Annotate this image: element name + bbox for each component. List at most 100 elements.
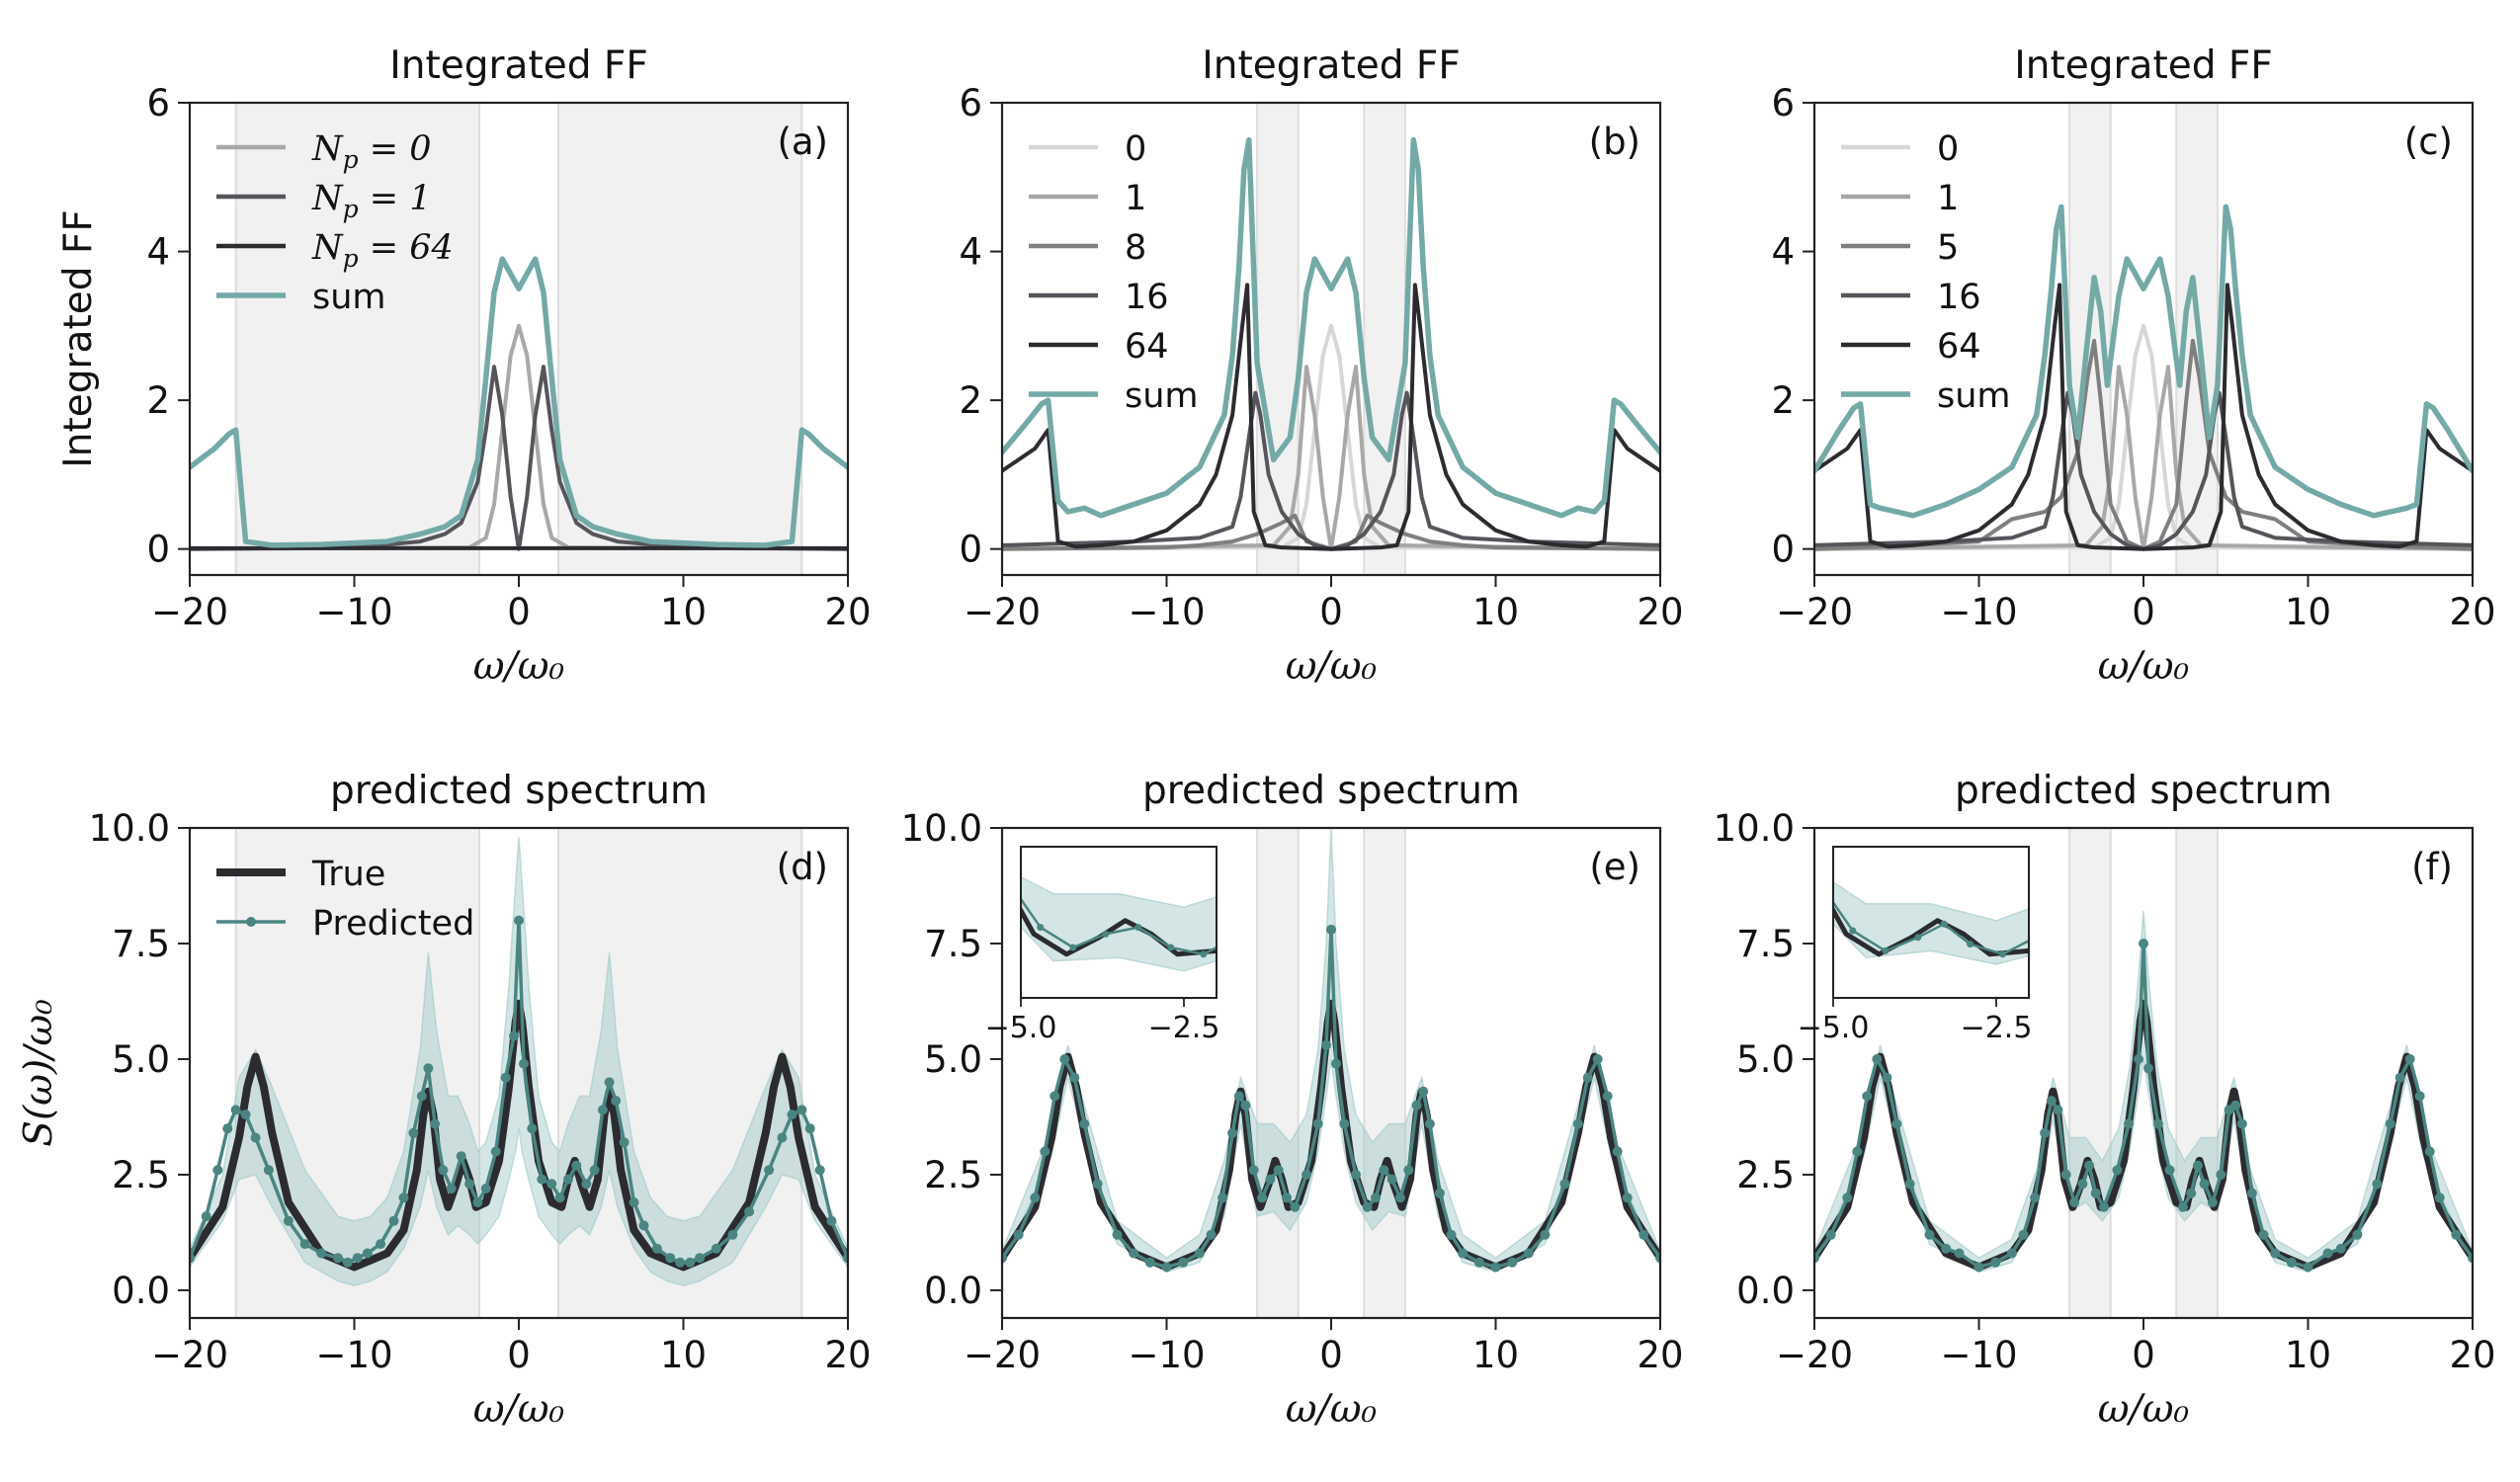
predicted-point — [500, 1072, 511, 1083]
inset: −5.0 −2.5 — [982, 760, 2470, 1045]
x-tick-label: 10 — [1472, 1334, 1519, 1376]
legend-label: True — [311, 855, 385, 894]
predicted-point — [1592, 1054, 1603, 1064]
shaded-region — [1364, 828, 1405, 1318]
predicted-point — [1891, 1118, 1902, 1129]
y-tick-label: 2 — [959, 379, 982, 422]
predicted-point — [2156, 760, 2163, 767]
inset: −5.0 −2.5 — [170, 846, 2485, 1045]
x-tick-label: 20 — [1637, 591, 1683, 633]
predicted-point — [514, 915, 524, 926]
predicted-point — [589, 1165, 600, 1176]
predicted-point — [283, 1215, 294, 1226]
x-tick-label: −20 — [1776, 591, 1853, 633]
predicted-point — [2434, 1193, 2445, 1203]
predicted-point — [2139, 939, 2148, 948]
predicted-point — [2246, 1188, 2257, 1198]
y-tick-label: 6 — [1771, 82, 1795, 124]
y-tick-label: 2.5 — [1736, 1154, 1795, 1196]
predicted-point — [1161, 1262, 1172, 1273]
predicted-point — [212, 1165, 223, 1176]
predicted-point — [446, 1184, 457, 1194]
predicted-point — [1585, 931, 1592, 938]
predicted-point — [170, 945, 177, 951]
predicted-point — [978, 870, 985, 877]
plot-area — [1002, 136, 1660, 551]
predicted-point — [764, 1165, 775, 1176]
predicted-point — [1553, 924, 1559, 931]
legend-label: 64 — [1937, 327, 1981, 367]
predicted-point — [2463, 928, 2470, 935]
x-tick-label: 20 — [2449, 1334, 2495, 1376]
panel-e: −20 −10 0 10 20 0.0 2.5 5.0 7.5 10.0 predicted spe… — [170, 769, 2485, 1432]
predicted-point — [1842, 1193, 1853, 1203]
predicted-point — [1206, 1229, 1217, 1240]
shaded-region — [235, 828, 480, 1318]
predicted-point — [1331, 1058, 1341, 1069]
predicted-point — [2053, 1105, 2063, 1115]
panel-c: −20 −10 0 10 20 0 2 4 6 Integrated FF ω/ω₀ (c) 0 1 5 16… — [1771, 43, 2495, 689]
y-tick-label: 0.0 — [924, 1270, 982, 1312]
predicted-point — [2178, 1201, 2188, 1212]
predicted-point — [190, 1253, 195, 1264]
predicted-point — [1200, 950, 1208, 958]
predicted-point — [1394, 1193, 1405, 1203]
y-tick-label: 5.0 — [112, 1038, 170, 1081]
predicted-point — [1680, 971, 1687, 978]
predicted-point — [416, 1091, 427, 1102]
panel-title: predicted spectrum — [1142, 769, 1520, 813]
predicted-point — [2430, 947, 2437, 954]
predicted-point — [2322, 1248, 2333, 1259]
inset-frame — [1020, 846, 1218, 999]
predicted-point — [2468, 1253, 2473, 1264]
predicted-point — [619, 1137, 630, 1148]
predicted-point — [1218, 1193, 1228, 1203]
predicted-point — [1569, 991, 1576, 998]
predicted-point — [342, 1257, 353, 1268]
predicted-point — [1816, 880, 1823, 887]
y-tick-label: 2.5 — [112, 1154, 170, 1196]
y-tick-label: 10.0 — [89, 807, 170, 850]
predicted-point — [1290, 1201, 1301, 1212]
predicted-point — [2345, 941, 2352, 947]
predicted-point — [2394, 1072, 2405, 1083]
legend-label: sum — [312, 278, 386, 317]
predicted-point — [1308, 971, 1315, 978]
predicted-point — [2478, 911, 2485, 918]
series-line-sum — [1814, 204, 2473, 519]
x-axis-label: ω/ω₀ — [2098, 644, 2190, 689]
predicted-point — [1257, 1193, 1268, 1203]
predicted-point — [1990, 1257, 2001, 1268]
predicted-point — [230, 1105, 241, 1115]
predicted-point — [423, 1063, 434, 1074]
series-line-16 — [1814, 390, 2473, 551]
predicted-point — [2030, 1193, 2041, 1203]
axes-frame — [1000, 101, 1662, 577]
predicted-point — [1954, 1248, 1965, 1259]
predicted-point — [1458, 1248, 1469, 1259]
legend-marker — [246, 917, 256, 927]
predicted-point — [826, 1215, 837, 1226]
predicted-point — [1425, 984, 1432, 991]
predicted-point — [1683, 877, 1690, 884]
series-line-0 — [1002, 323, 1660, 551]
predicted-point — [2335, 1243, 2346, 1254]
predicted-point — [1709, 866, 1716, 873]
predicted-point — [1618, 945, 1625, 951]
predicted-point — [1446, 1229, 1457, 1240]
predicted-point — [2143, 1063, 2153, 1074]
predicted-point — [1487, 950, 1494, 957]
predicted-point — [1941, 1243, 1952, 1254]
predicted-point — [2286, 1257, 2297, 1268]
legend: 0 1 5 16 64 sum — [1841, 129, 2011, 416]
predicted-point — [1852, 1146, 1863, 1157]
x-axis-label: ω/ω₀ — [473, 644, 565, 689]
predicted-point — [1523, 1248, 1534, 1259]
predicted-point — [2424, 1146, 2435, 1157]
predicted-point — [1339, 1118, 1350, 1129]
predicted-point — [408, 1127, 419, 1138]
predicted-point — [982, 945, 989, 951]
predicted-point — [1434, 1188, 1445, 1198]
legend-label: Np = 1 — [311, 179, 432, 223]
plot-area — [1814, 204, 2473, 551]
